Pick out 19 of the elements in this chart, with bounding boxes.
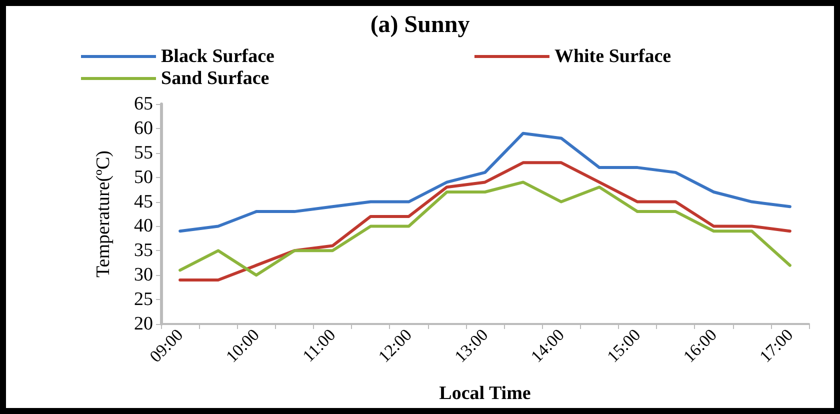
y-tick-label: 55: [134, 142, 153, 164]
chart-title: (a) Sunny: [370, 12, 470, 38]
line-series: [178, 161, 792, 282]
y-tick-label: 25: [134, 289, 153, 310]
y-tick-label: 65: [134, 94, 153, 114]
legend-label: Black Surface: [161, 46, 274, 67]
y-tick-label: 20: [134, 314, 153, 334]
y-tick-label: 30: [134, 264, 153, 286]
line-series: [178, 180, 792, 277]
y-axis-title: Temperature(ºC): [93, 150, 114, 278]
y-tick-label: 60: [134, 118, 153, 139]
y-tick-label: 35: [134, 240, 153, 262]
legend-label: White Surface: [554, 46, 672, 67]
legend-label: Sand Surface: [161, 68, 270, 89]
x-axis-title: Local Time: [439, 383, 531, 404]
line-series: [178, 132, 792, 233]
y-tick-label: 50: [134, 166, 153, 188]
y-tick-label: 45: [134, 191, 153, 212]
y-tick-label: 40: [134, 216, 153, 237]
